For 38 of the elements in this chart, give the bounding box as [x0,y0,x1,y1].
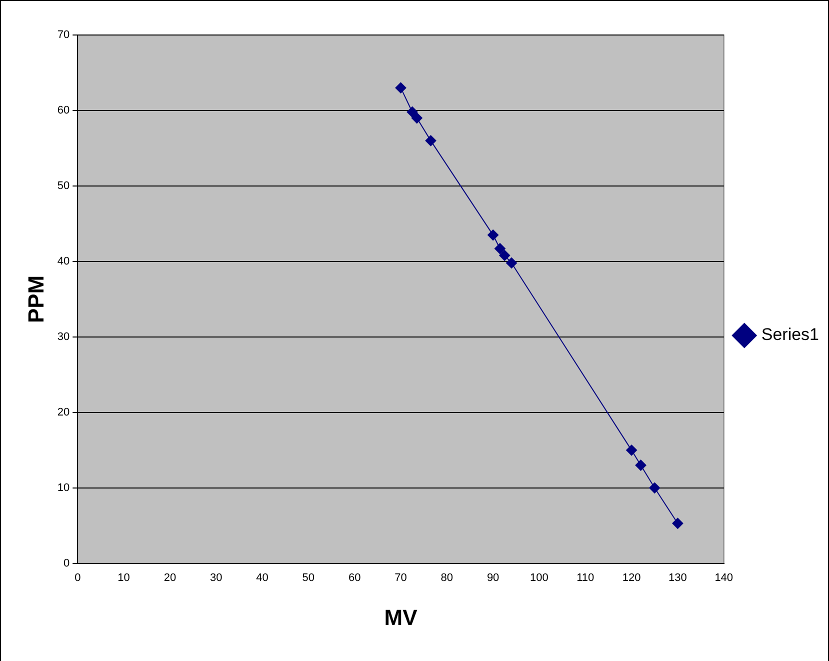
y-tick-label: 0 [64,557,70,570]
x-tick-label: 50 [302,572,315,584]
point [672,518,684,529]
x-tick-label: 120 [622,572,641,584]
x-tick-label: 30 [210,572,222,584]
point [626,444,638,456]
x-tick-label: 0 [74,572,81,584]
point [494,243,506,254]
point [425,135,436,146]
x-tick-label: 70 [394,572,407,584]
x-tick-label: 100 [530,572,548,584]
y-tick-label: 60 [57,104,70,117]
x-tick-label: 130 [668,572,687,584]
y-tick-label: 70 [57,29,70,42]
point [649,482,660,494]
point [395,82,406,94]
legend-label: Series1 [761,325,819,344]
x-tick-label: 20 [164,572,176,584]
x-tick-label: 80 [440,572,454,584]
x-tick-label: 140 [714,572,734,584]
x-tick-label: 60 [348,572,361,584]
point [411,112,422,124]
point [635,460,646,471]
point [506,257,518,268]
y-tick-label: 20 [57,406,70,418]
point [406,106,418,118]
y-tick-label: 40 [57,255,70,268]
y-tick-label: 10 [57,482,70,494]
x-axis-title: MV [384,604,418,630]
x-tick-label: 110 [576,572,594,584]
point [499,250,510,261]
y-tick-label: 30 [57,330,70,343]
point [488,230,499,241]
x-tick-label: 10 [118,572,130,584]
x-tick-label: 40 [256,572,268,584]
y-tick-label: 50 [57,180,70,192]
x-tick-label: 90 [486,572,500,584]
y-axis-title: PPM [23,275,48,324]
